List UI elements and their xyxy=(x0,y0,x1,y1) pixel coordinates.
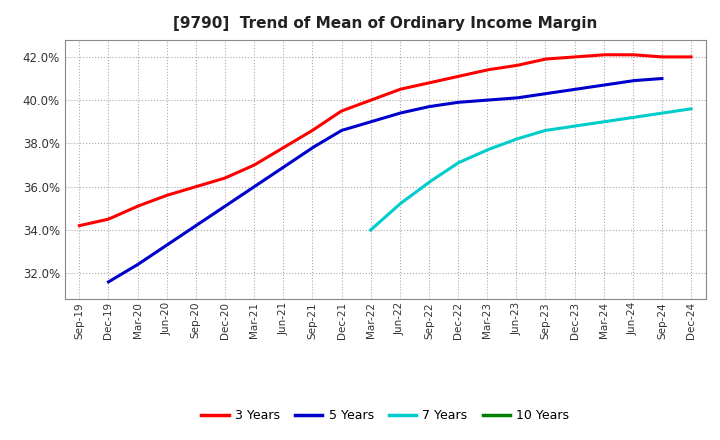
7 Years xyxy=(557,125,566,131)
7 Years xyxy=(367,226,376,231)
3 Years xyxy=(437,77,446,83)
3 Years xyxy=(77,223,86,228)
5 Years xyxy=(570,87,579,92)
7 Years xyxy=(657,110,665,116)
5 Years xyxy=(104,279,113,285)
Title: [9790]  Trend of Mean of Ordinary Income Margin: [9790] Trend of Mean of Ordinary Income … xyxy=(173,16,598,32)
7 Years xyxy=(636,114,645,119)
3 Years xyxy=(75,223,84,228)
Line: 7 Years: 7 Years xyxy=(371,109,691,230)
3 Years xyxy=(449,75,458,80)
Line: 3 Years: 3 Years xyxy=(79,55,691,226)
5 Years xyxy=(606,81,614,87)
5 Years xyxy=(657,76,666,81)
5 Years xyxy=(433,103,442,108)
3 Years xyxy=(590,53,599,58)
3 Years xyxy=(439,77,448,82)
7 Years xyxy=(366,227,375,233)
7 Years xyxy=(562,125,571,130)
7 Years xyxy=(687,106,696,111)
3 Years xyxy=(687,54,696,59)
3 Years xyxy=(600,52,609,57)
7 Years xyxy=(556,125,564,131)
5 Years xyxy=(106,278,114,283)
5 Years xyxy=(443,101,451,106)
Line: 5 Years: 5 Years xyxy=(109,78,662,282)
Legend: 3 Years, 5 Years, 7 Years, 10 Years: 3 Years, 5 Years, 7 Years, 10 Years xyxy=(196,404,575,427)
3 Years xyxy=(631,52,640,58)
5 Years xyxy=(432,103,441,108)
